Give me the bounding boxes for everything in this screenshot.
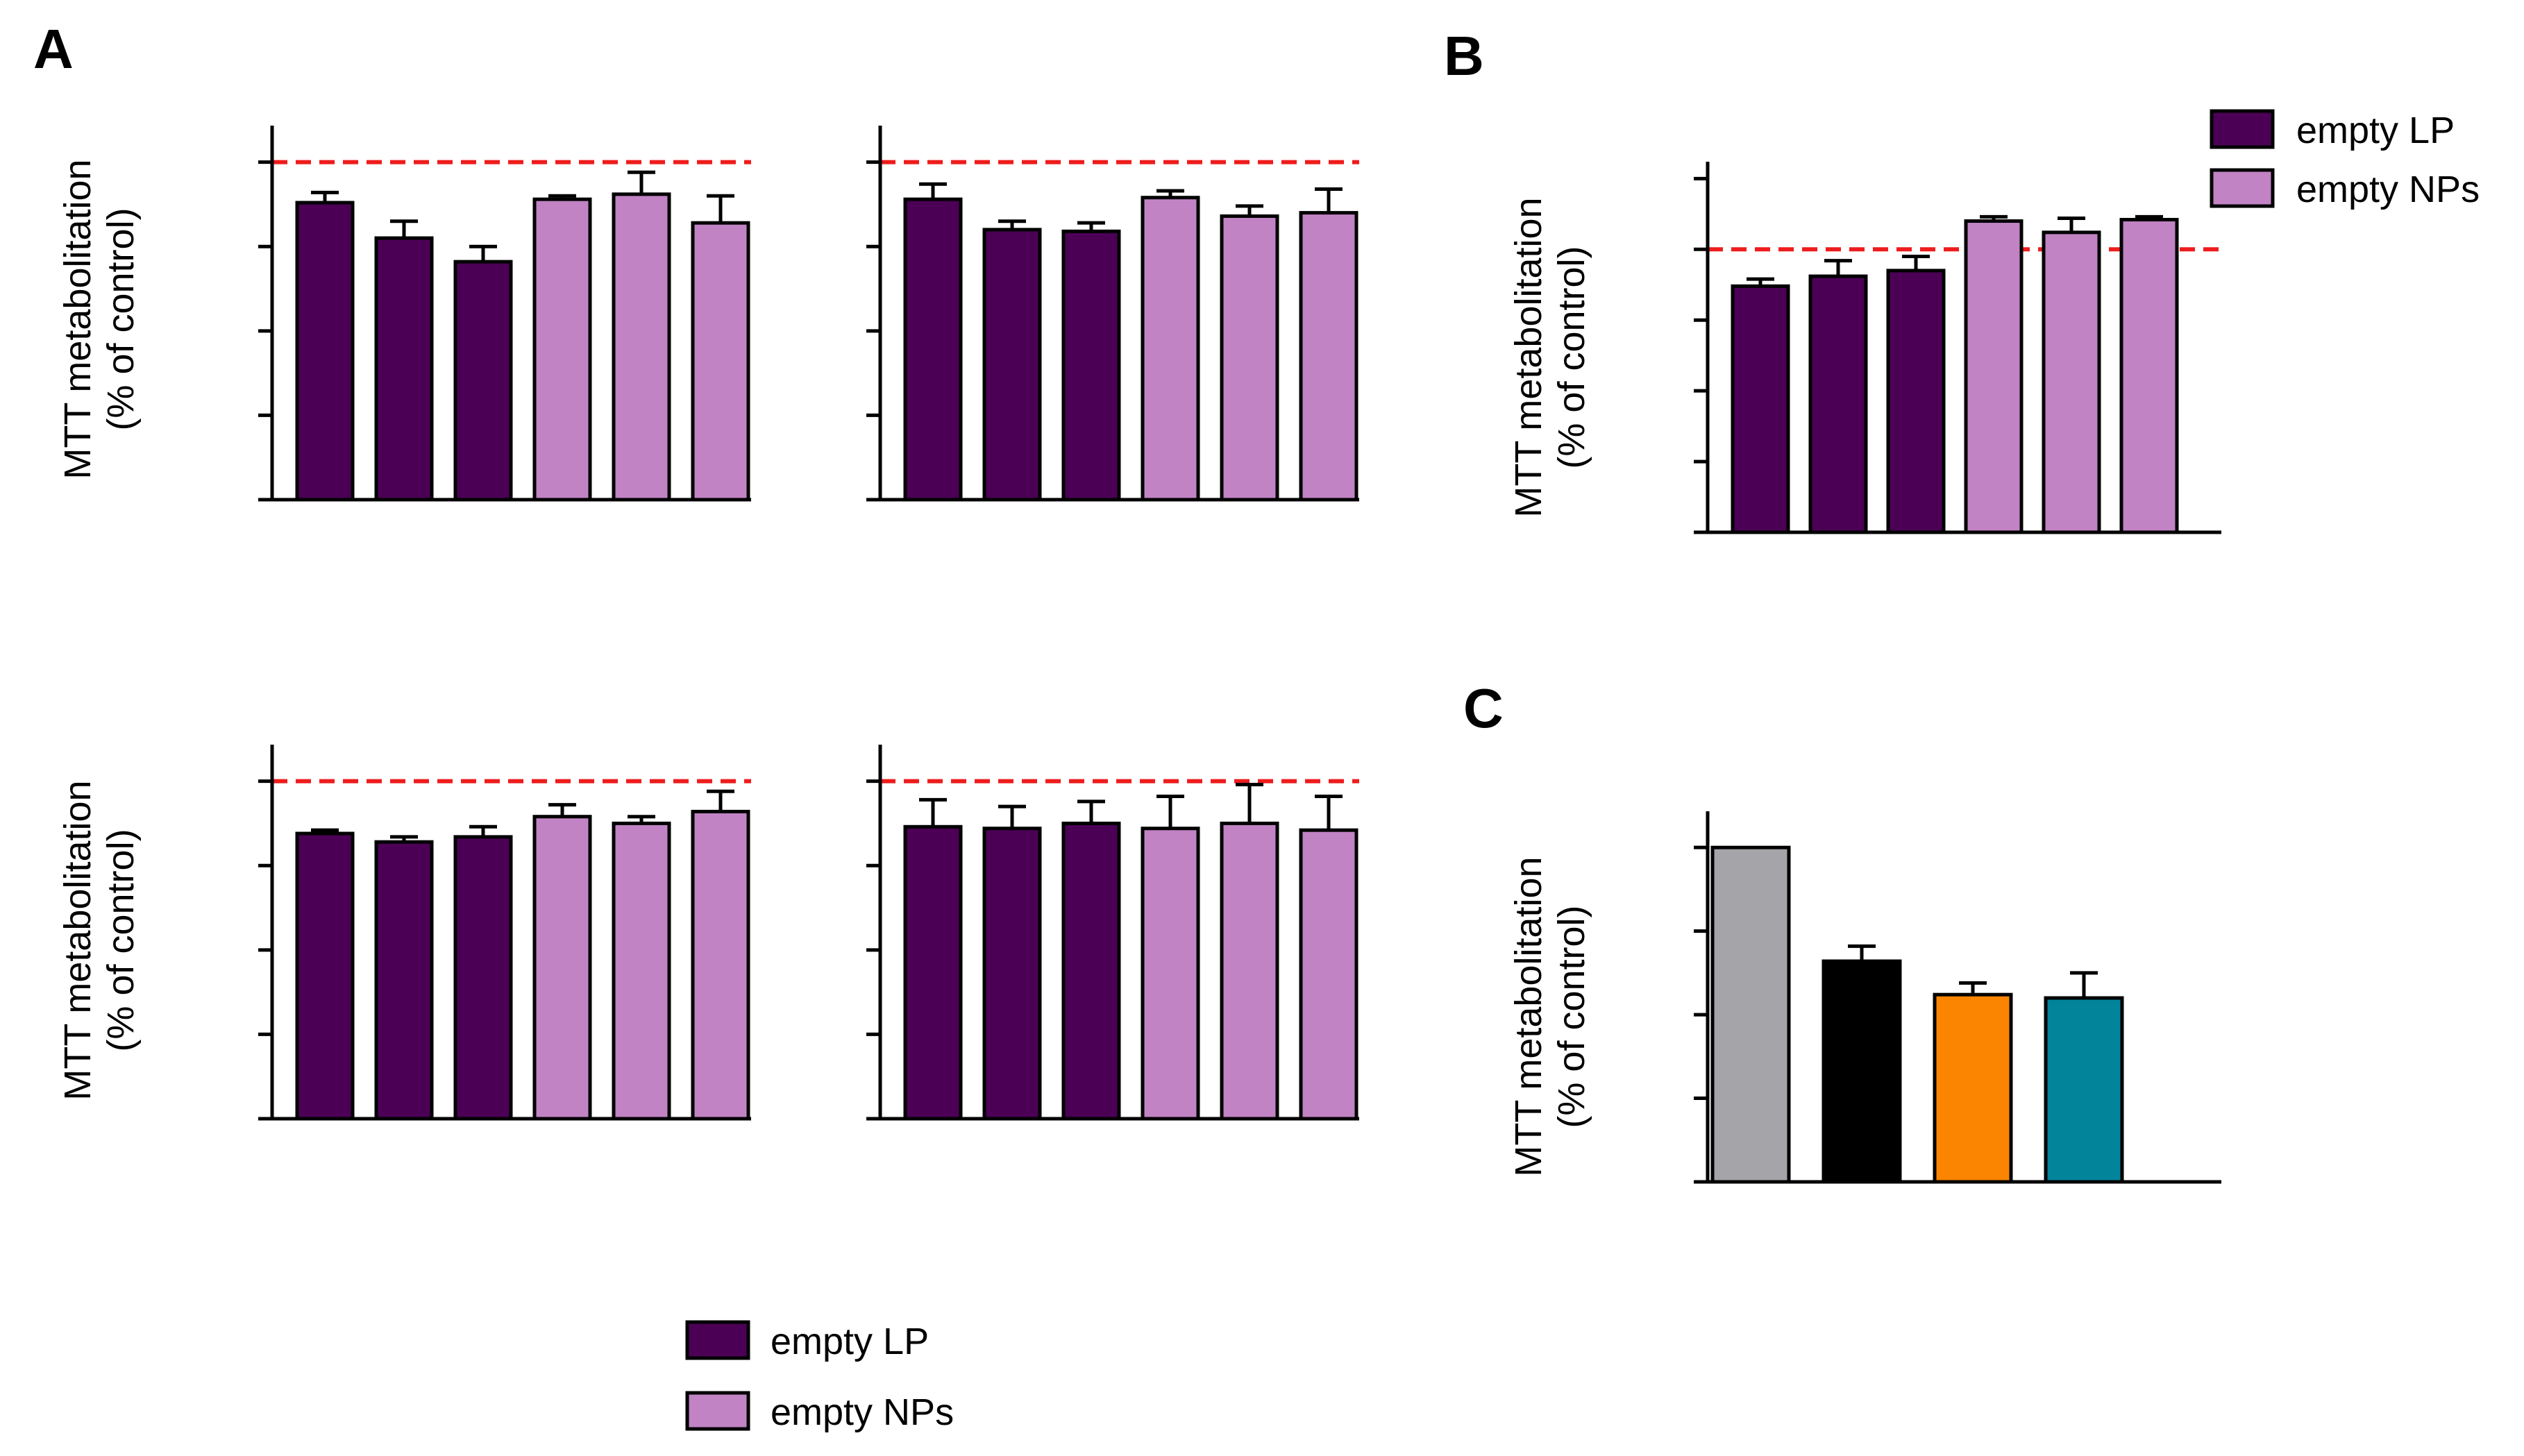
bar bbox=[453, 260, 513, 502]
bar bbox=[1061, 821, 1121, 1121]
bar bbox=[1731, 284, 1790, 534]
bar bbox=[453, 835, 513, 1121]
chart-hacat-b: MTT metabolitation(% of control) bbox=[1508, 162, 2221, 534]
y-axis-title-line: (% of control) bbox=[100, 829, 142, 1051]
legend-panel-b: empty LP empty NPs bbox=[2210, 109, 2480, 210]
bar bbox=[2042, 230, 2101, 534]
bar bbox=[1964, 219, 2024, 534]
y-axis-title-line: (% of control) bbox=[1551, 905, 1592, 1128]
bar bbox=[1886, 269, 1946, 534]
bar bbox=[295, 201, 355, 502]
panel-label-b: B bbox=[1444, 25, 1484, 87]
legend-panel-a: empty LP empty NPs bbox=[685, 1320, 954, 1433]
chart-hacat-c: MTT metabolitation(% of control) bbox=[1508, 811, 2221, 1184]
legend-label-empty-nps: empty NPs bbox=[771, 1391, 954, 1433]
bar bbox=[982, 827, 1042, 1121]
bar bbox=[1710, 845, 1791, 1184]
legend-swatch-empty-nps-b bbox=[2210, 168, 2275, 208]
bar bbox=[691, 221, 750, 502]
chart-mda-mb-231 bbox=[866, 126, 1359, 502]
chart-skov3 bbox=[866, 745, 1359, 1121]
legend-label-empty-nps-b: empty NPs bbox=[2296, 169, 2480, 210]
bar bbox=[374, 840, 434, 1121]
legend-swatch-empty-lp-b bbox=[2210, 109, 2275, 149]
legend-label-empty-lp: empty LP bbox=[771, 1321, 929, 1362]
bar bbox=[1299, 211, 1358, 502]
bar bbox=[691, 809, 750, 1121]
bar bbox=[2119, 218, 2179, 534]
legend-label-empty-lp-b: empty LP bbox=[2296, 110, 2455, 151]
bar bbox=[1141, 196, 1200, 502]
bar bbox=[2044, 996, 2124, 1184]
chart-bt549: MTT metabolitation(% of control) bbox=[57, 126, 751, 502]
bar bbox=[1141, 827, 1200, 1121]
y-axis-title-line: MTT metabolitation bbox=[1508, 856, 1549, 1176]
bar bbox=[1808, 274, 1868, 534]
bar bbox=[903, 197, 963, 502]
y-axis-title: MTT metabolitation(% of control) bbox=[1508, 856, 1592, 1176]
legend-swatch-empty-nps bbox=[685, 1391, 750, 1431]
bar bbox=[532, 815, 592, 1121]
bar bbox=[1933, 992, 2013, 1184]
bar bbox=[374, 236, 434, 502]
bar bbox=[1822, 959, 1902, 1184]
y-axis-title: MTT metabolitation(% of control) bbox=[57, 159, 142, 479]
y-axis-title-line: MTT metabolitation bbox=[1508, 197, 1549, 517]
y-axis-title-line: MTT metabolitation bbox=[57, 780, 99, 1100]
y-axis-title: MTT metabolitation(% of control) bbox=[1508, 197, 1592, 517]
y-axis-title: MTT metabolitation(% of control) bbox=[57, 780, 142, 1100]
bar bbox=[982, 228, 1042, 502]
bar bbox=[903, 824, 963, 1121]
bar bbox=[1299, 828, 1358, 1121]
y-axis-title-line: (% of control) bbox=[1551, 246, 1592, 468]
bar bbox=[295, 831, 355, 1121]
chart-ovcar8: MTT metabolitation(% of control) bbox=[57, 745, 751, 1121]
bar bbox=[612, 821, 671, 1121]
bar bbox=[1061, 229, 1121, 502]
bar bbox=[1220, 214, 1279, 502]
y-axis-title-line: (% of control) bbox=[100, 208, 142, 430]
bar bbox=[612, 192, 671, 502]
panel-label-c: C bbox=[1463, 677, 1504, 739]
bar bbox=[532, 197, 592, 502]
bar bbox=[1220, 821, 1279, 1121]
y-axis-title-line: MTT metabolitation bbox=[57, 159, 99, 479]
legend-swatch-empty-lp bbox=[685, 1320, 750, 1360]
panel-label-a: A bbox=[33, 18, 74, 80]
